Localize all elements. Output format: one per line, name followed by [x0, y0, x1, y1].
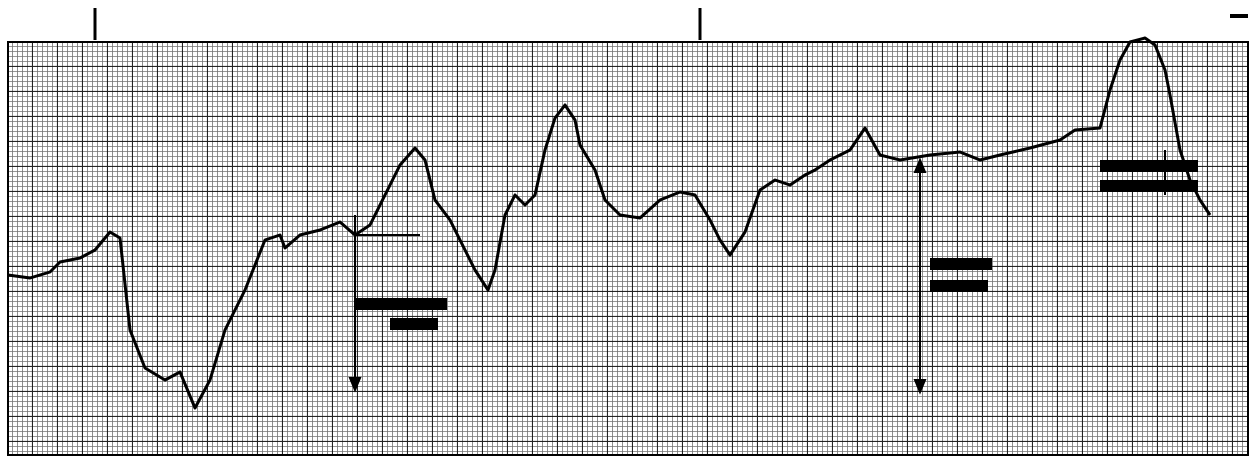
major-grid — [8, 42, 1248, 455]
page: (() => { const data = JSON.parse(documen… — [0, 0, 1252, 459]
redacted-label — [930, 280, 988, 292]
redacted-label — [1100, 180, 1198, 192]
redacted-label — [930, 258, 992, 270]
chart-strip — [0, 0, 1252, 459]
redacted-label — [355, 298, 447, 310]
redacted-label — [390, 318, 438, 330]
